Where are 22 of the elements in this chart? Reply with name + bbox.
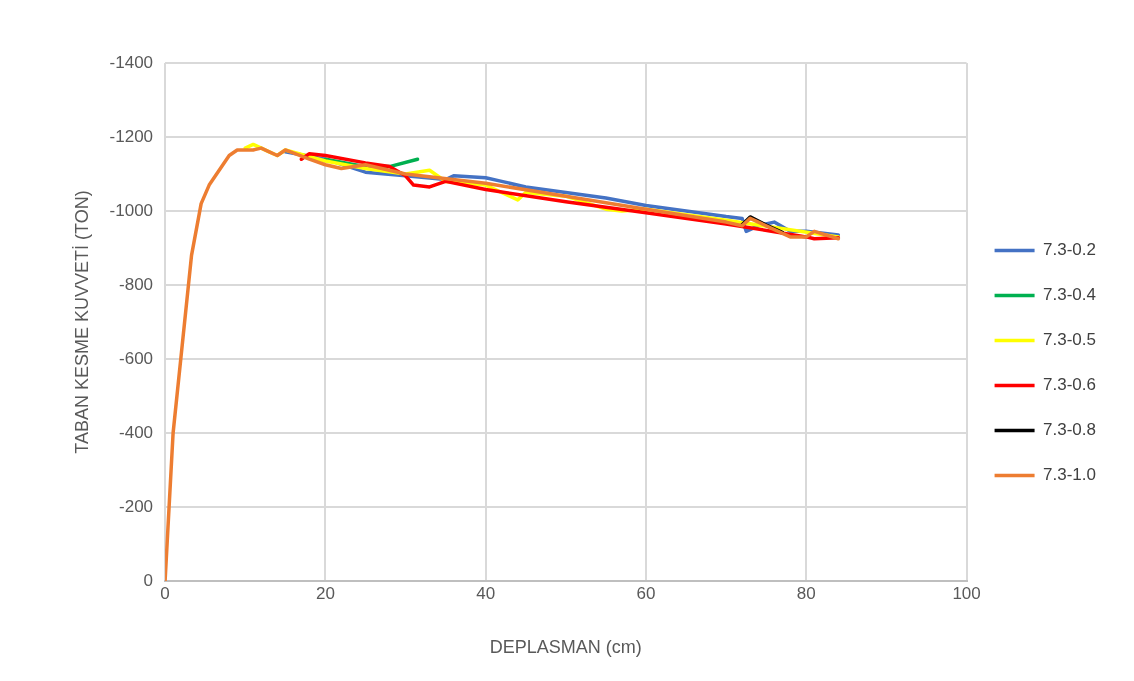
y-tick-label: -1200 bbox=[109, 126, 154, 146]
y-tick-label: 0 bbox=[143, 570, 154, 590]
legend-label: 7.3-0.6 bbox=[1043, 375, 1097, 395]
y-tick-label: -400 bbox=[119, 422, 154, 442]
y-tick-label: -800 bbox=[119, 274, 154, 294]
legend-label: 7.3-0.2 bbox=[1043, 240, 1097, 260]
legend-label: 7.3-0.5 bbox=[1043, 330, 1097, 350]
x-tick-label: 100 bbox=[952, 583, 981, 603]
y-axis-title: TABAN KESME KUVVETİ (TON) bbox=[71, 190, 92, 454]
y-tick-label: -600 bbox=[119, 348, 154, 368]
x-axis-title: DEPLASMAN (cm) bbox=[489, 637, 642, 658]
y-tick-label: -1000 bbox=[109, 200, 154, 220]
legend-label: 7.3-0.4 bbox=[1043, 285, 1097, 305]
x-tick-label: 0 bbox=[160, 583, 170, 603]
x-tick-label: 60 bbox=[636, 583, 656, 603]
legend-label: 7.3-1.0 bbox=[1043, 465, 1097, 485]
x-tick-label: 80 bbox=[796, 583, 816, 603]
legend-label: 7.3-0.8 bbox=[1043, 420, 1097, 440]
x-tick-label: 40 bbox=[476, 583, 496, 603]
x-tick-label: 20 bbox=[315, 583, 335, 603]
y-tick-label: -1400 bbox=[109, 52, 154, 72]
y-tick-label: -200 bbox=[119, 496, 154, 516]
